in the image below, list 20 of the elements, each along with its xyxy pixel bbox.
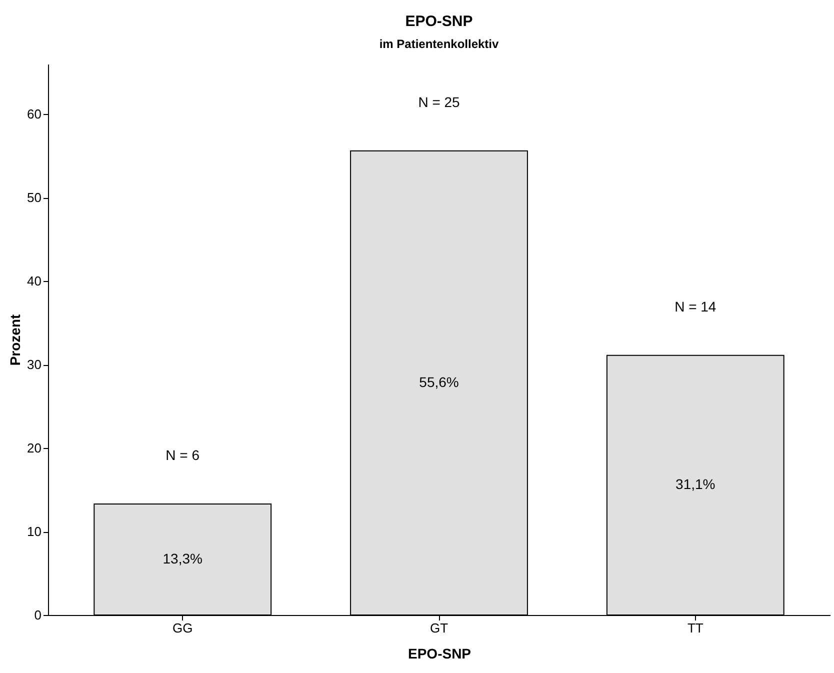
annotation: N = 14 [674,298,716,314]
y-tick-label: 0 [34,608,42,622]
annotation: N = 6 [166,446,200,463]
y-tick-label: 50 [27,190,42,206]
y-tick-label: 40 [27,274,42,289]
data-label: 13,3% [162,550,202,566]
y-tick-label: 60 [27,106,42,122]
x-tick-label: GT [430,620,448,636]
x-tick-label: TT [687,620,704,636]
chart-title: EPO-SNP [405,13,473,30]
y-tick-label: 30 [27,357,42,372]
data-label: 31,1% [676,476,716,492]
chart-subtitle: im Patientenkollektiv [379,37,500,51]
data-label: 55,6% [419,374,459,390]
x-axis-title: EPO-SNP [408,646,472,662]
x-tick-label: GG [172,620,193,636]
y-axis-title: Prozent [7,314,24,366]
y-tick-label: 10 [27,524,42,540]
annotation: N = 25 [418,94,460,110]
y-tick-label: 20 [27,440,42,456]
